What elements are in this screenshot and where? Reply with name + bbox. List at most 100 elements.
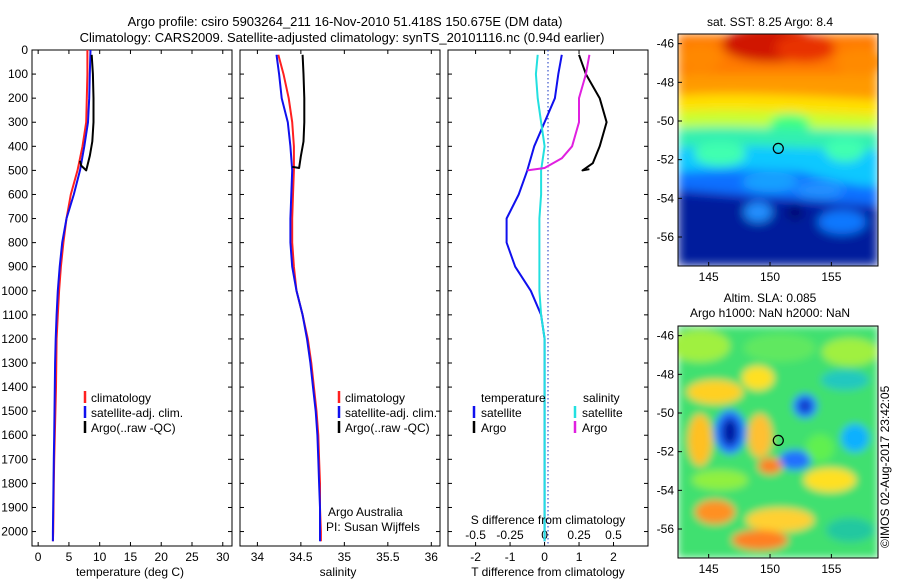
y-tick-label: 700 [8, 212, 28, 226]
sst-map-title: sat. SST: 8.25 Argo: 8.4 [707, 15, 833, 29]
map-x-tick-label: 155 [821, 562, 841, 576]
x-tick-label: 10 [93, 550, 107, 564]
temperature-x-label: temperature (deg C) [76, 565, 184, 579]
y-tick-label: 1400 [1, 380, 28, 394]
annotation-pi-name: PI: Susan Wijffels [326, 520, 420, 534]
map-y-tick-label: -46 [657, 329, 675, 343]
map-y-tick-label: -54 [657, 483, 675, 497]
series-line-argo-raw-qc- [292, 54, 306, 169]
sla-map-subtitle: Argo h1000: NaN h2000: NaN [690, 306, 850, 320]
x-tick-label: 34 [251, 550, 265, 564]
map-y-tick-label: -50 [657, 406, 675, 420]
x-tick-label: -1 [505, 550, 516, 564]
y-tick-label: 600 [8, 187, 28, 201]
legend-header-salinity: salinity [583, 391, 620, 405]
series-line-satellite-adj-clim- [51, 49, 92, 542]
difference-x-label: T difference from climatology [471, 565, 625, 579]
series-line-t-argo [578, 54, 608, 172]
figure-title-line-2: Climatology: CARS2009. Satellite-adjuste… [80, 30, 605, 45]
sla-map-panel: Altim. SLA: 0.085 Argo h1000: NaN h2000:… [657, 291, 879, 576]
y-tick-label: 1200 [1, 332, 28, 346]
top-x-tick-label: 0.25 [567, 528, 591, 542]
salinity-series [275, 54, 322, 542]
series-line-s-satellite [534, 54, 546, 542]
y-tick-label: 1900 [1, 500, 28, 514]
salinity-plot-frame [239, 49, 441, 547]
sst-map-panel: sat. SST: 8.25 Argo: 8.4 [657, 15, 879, 284]
salinity-ticks: 34 34.5 35 35.5 36 [240, 49, 440, 564]
map-y-tick-label: -56 [657, 522, 675, 536]
sla-float-position-marker [772, 434, 784, 446]
y-tick-label: 1100 [2, 308, 28, 322]
map-y-tick-label: -52 [657, 445, 675, 459]
legend-label-s-satellite: satellite [582, 406, 623, 420]
sst-map-ticks: 145 150 155 -46 -48 -50 -52 -54 -56 [657, 37, 842, 284]
legend-label-s-argo: Argo [582, 421, 608, 435]
difference-top-x-label: S difference from climatology [471, 513, 626, 527]
x-tick-label: 5 [66, 550, 73, 564]
x-tick-label: -2 [470, 550, 481, 564]
x-tick-label: 34.5 [289, 550, 313, 564]
sst-map-frame [677, 33, 879, 267]
y-tick-label: 100 [8, 67, 28, 81]
x-tick-label: 35.5 [376, 550, 400, 564]
map-x-tick-label: 155 [821, 270, 841, 284]
map-y-tick-label: -46 [657, 37, 675, 51]
x-tick-label: 30 [216, 550, 230, 564]
y-tick-label: 1600 [1, 428, 28, 442]
temperature-series [51, 49, 95, 542]
legend-label-satellite: satellite-adj. clim. [345, 406, 437, 420]
x-tick-label: 2 [610, 550, 617, 564]
figure-title-line-1: Argo profile: csiro 5903264_211 16-Nov-2… [128, 14, 563, 29]
sla-field [678, 326, 878, 558]
y-tick-label: 500 [8, 163, 28, 177]
sst-field [678, 34, 878, 266]
series-line-argo-raw-qc- [79, 54, 95, 172]
map-x-tick-label: 145 [699, 270, 719, 284]
map-x-tick-label: 145 [699, 562, 719, 576]
y-tick-label: 800 [8, 236, 28, 250]
sst-float-position-marker [772, 142, 784, 154]
top-x-tick-label: 0.5 [605, 528, 622, 542]
y-tick-label: 2000 [1, 525, 28, 539]
x-tick-label: 36 [425, 550, 439, 564]
salinity-panel: 34 34.5 35 35.5 36 salinity climatology sate… [239, 49, 441, 579]
x-tick-label: 1 [576, 550, 583, 564]
y-tick-label: 1800 [1, 476, 28, 490]
salinity-legend: climatology satellite-adj. clim. Argo(..… [337, 391, 437, 435]
map-x-tick-label: 150 [760, 562, 780, 576]
y-tick-label: 1700 [1, 452, 28, 466]
temperature-panel: 0 100 200 300 400 500 600 700 800 900 1000 1100 1200… [1, 43, 233, 579]
temperature-ticks: 0 100 200 300 400 500 600 700 800 900 1000 1100 1200… [1, 43, 232, 564]
map-y-tick-label: -48 [657, 367, 675, 381]
difference-legend: temperature salinity satellite Argo sate… [472, 391, 623, 435]
legend-label-satellite: satellite-adj. clim. [91, 406, 183, 420]
series-line-satellite-adj-clim- [275, 54, 321, 542]
x-tick-label: 15 [124, 550, 138, 564]
temperature-legend: climatology satellite-adj. clim. Argo(..… [83, 391, 183, 435]
legend-label-argo: Argo(..raw -QC) [345, 421, 430, 435]
y-tick-label: 400 [8, 139, 28, 153]
y-tick-label: 300 [8, 115, 28, 129]
map-x-tick-label: 150 [760, 270, 780, 284]
legend-header-temperature: temperature [481, 391, 546, 405]
difference-series [505, 54, 608, 542]
map-y-tick-label: -56 [657, 230, 675, 244]
legend-label-t-satellite: satellite [481, 406, 522, 420]
y-tick-label: 200 [8, 91, 28, 105]
map-y-tick-label: -48 [657, 75, 675, 89]
map-y-tick-label: -52 [657, 153, 675, 167]
map-y-tick-label: -54 [657, 191, 675, 205]
annotation-argo-australia: Argo Australia [328, 505, 403, 519]
y-tick-label: 1000 [1, 284, 28, 298]
sla-map-frame [677, 325, 879, 559]
imos-timestamp: ©IMOS 02-Aug-2017 23:42:05 [878, 385, 892, 548]
x-tick-label: 0 [35, 550, 42, 564]
top-x-tick-label: -0.25 [496, 528, 524, 542]
y-tick-label: 900 [8, 260, 28, 274]
sla-map-ticks: 145 150 155 -46 -48 -50 -52 -54 -56 [657, 329, 842, 576]
salinity-x-label: salinity [320, 565, 357, 579]
y-tick-label: 1500 [1, 404, 28, 418]
y-tick-label: 1300 [1, 356, 28, 370]
x-tick-label: 20 [155, 550, 169, 564]
